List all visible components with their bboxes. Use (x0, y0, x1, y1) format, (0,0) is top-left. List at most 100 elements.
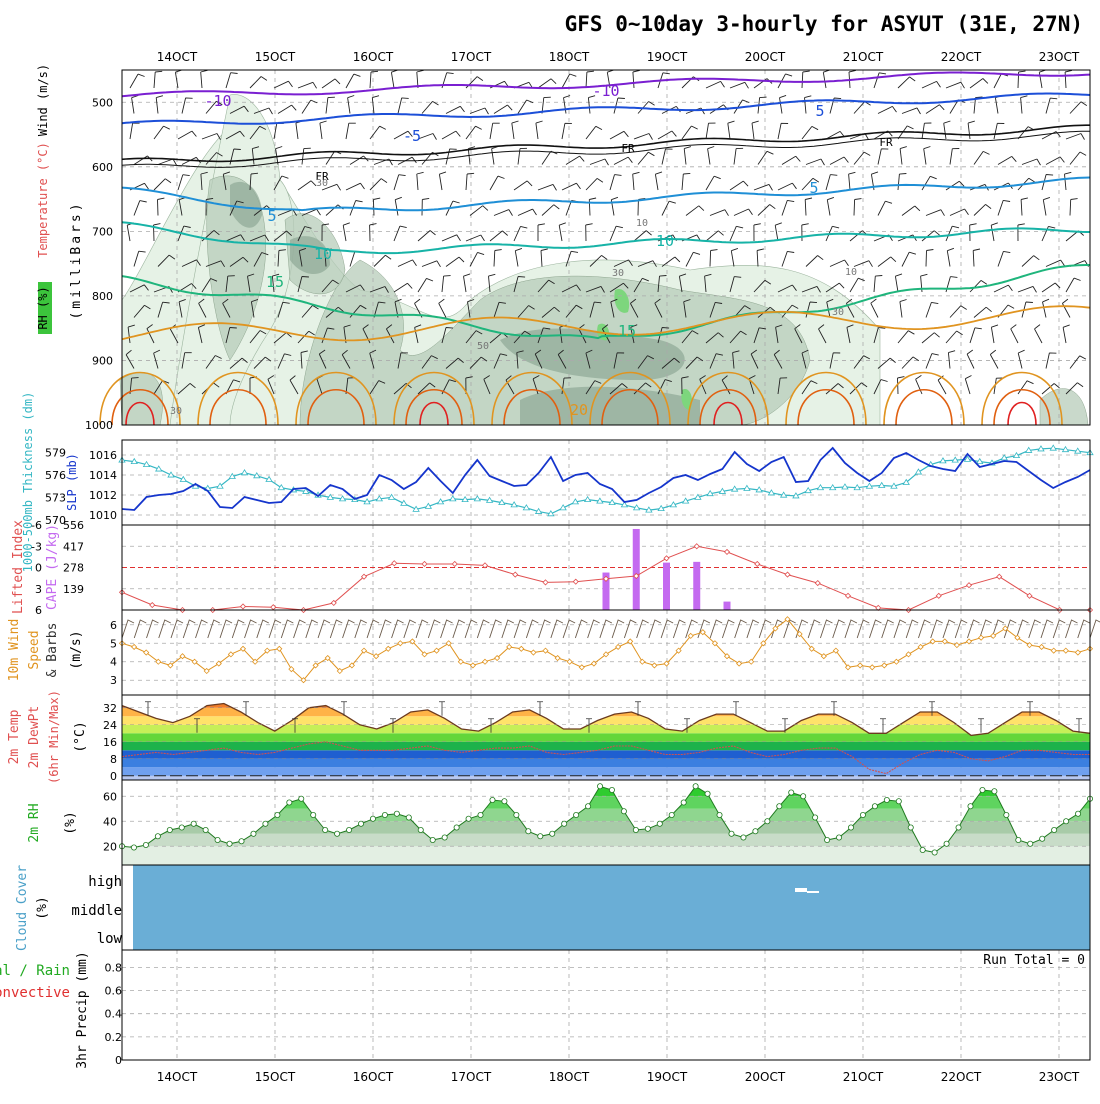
contour-label: 30 (316, 178, 328, 189)
cape-axis-label: CAPE (J/kg) (45, 524, 60, 610)
rh-line-point (801, 794, 806, 799)
x-tick-label-bottom: 21OCT (843, 1070, 884, 1084)
contour-label: FR (879, 136, 893, 149)
rh-line-point (143, 842, 148, 847)
y-tick-label: 1000 (85, 419, 113, 432)
rh-line-point (908, 825, 913, 830)
x-tick-label-top: 20OCT (745, 50, 786, 64)
x-tick-label-top: 21OCT (843, 50, 884, 64)
rh-line-point (1016, 837, 1021, 842)
li-tick-label: -3 (31, 540, 42, 553)
cloud-axis-label: Cloud Cover (15, 865, 30, 951)
wind-tick-label: 4 (110, 656, 117, 669)
wind-tick-label: 5 (110, 637, 117, 650)
cloud-gap (807, 891, 819, 893)
thickness-tick-label: 579 (45, 447, 66, 460)
contour-label: 5 (815, 102, 824, 120)
wind-axis-label: Wind (m/s) (36, 64, 50, 136)
contour-label: -10 (204, 92, 231, 110)
rh-tick-label: 20 (103, 840, 117, 853)
rh-line-point (155, 834, 160, 839)
rh-line-point (884, 797, 889, 802)
contour-label: 10 (636, 218, 648, 229)
wind10-unit-label: (m/s) (69, 630, 84, 669)
cloud-level-label: low (97, 931, 123, 947)
rh-line-point (131, 845, 136, 850)
rh-line-point (466, 816, 471, 821)
rh-line-point (717, 812, 722, 817)
cloud-level-label: middle (71, 903, 122, 919)
precip-tick-label: 0.8 (105, 961, 123, 974)
rh-line-point (454, 825, 459, 830)
rh-line-point (1052, 827, 1057, 832)
contour-label: 20 (570, 401, 588, 419)
cape-bar (633, 529, 640, 610)
rh-line-point (992, 789, 997, 794)
rh-line-point (765, 819, 770, 824)
x-tick-label-top: 23OCT (1039, 50, 1080, 64)
precip-convective-label: Convective (0, 985, 70, 1001)
contour-label: FR (621, 142, 635, 155)
cape-bar (724, 602, 731, 610)
rh-line-point (215, 837, 220, 842)
y-tick-label: 600 (92, 161, 113, 174)
rh-line-point (550, 831, 555, 836)
rh-line-point (358, 821, 363, 826)
rh-line-point (526, 829, 531, 834)
rh-line-point (872, 804, 877, 809)
precip-tick-label: 0.2 (105, 1031, 123, 1044)
rh-line-point (705, 791, 710, 796)
contour-label: 30 (170, 406, 182, 417)
contour-label: 5 (267, 207, 276, 225)
contour-label: 10 (656, 232, 674, 250)
contour-label: 15 (266, 273, 284, 291)
x-tick-label-bottom: 19OCT (647, 1070, 688, 1084)
x-tick-label-bottom: 23OCT (1039, 1070, 1080, 1084)
y-tick-label: 900 (92, 354, 113, 367)
lifted-index-axis-label: Lifted Index (11, 520, 26, 614)
slp-tick-label: 1014 (89, 469, 117, 482)
wind-tick-label: 6 (110, 619, 117, 632)
y-tick-label: 700 (92, 225, 113, 238)
x-tick-label-top: 16OCT (353, 50, 394, 64)
rh-line-point (609, 787, 614, 792)
x-tick-label-top: 19OCT (647, 50, 688, 64)
rh-line-point (824, 837, 829, 842)
cloud-panel (122, 865, 1090, 950)
x-tick-label-bottom: 20OCT (745, 1070, 786, 1084)
run-total-label: Run Total = 0 (983, 953, 1085, 968)
rh-line-point (335, 831, 340, 836)
rh-line-point (932, 850, 937, 855)
x-tick-label-top: 17OCT (451, 50, 492, 64)
rh-line-point (693, 784, 698, 789)
x-tick-label-top: 18OCT (549, 50, 590, 64)
precip-axis-label: 3hr Precip (mm) (75, 951, 90, 1068)
rh-line-point (275, 812, 280, 817)
rh-line-point (657, 821, 662, 826)
temp-band (122, 776, 1090, 780)
cloud-unit-label: (%) (35, 896, 50, 919)
rh-line-point (346, 827, 351, 832)
minmax-axis-label: (6hr Min/Max) (47, 690, 61, 784)
rh-line-point (442, 835, 447, 840)
slp-axis-label: SLP (mb) (65, 453, 79, 511)
rh-line-point (394, 811, 399, 816)
temp-band (122, 759, 1090, 768)
wind10-axis-label: Speed (27, 630, 42, 669)
rh-line-point (406, 815, 411, 820)
rh-line-point (538, 834, 543, 839)
rh-line-point (263, 821, 268, 826)
rh-line-point (1004, 812, 1009, 817)
x-tick-label-bottom: 22OCT (941, 1070, 982, 1084)
rh-line-point (1075, 811, 1080, 816)
slp-tick-label: 1016 (89, 449, 117, 462)
precip-tick-label: 0.4 (105, 1008, 123, 1021)
temperature-axis-label: Temperature (°C) (36, 142, 50, 258)
wind-tick-label: 3 (110, 674, 117, 687)
precip-tick-label: 0 (115, 1054, 122, 1067)
contour-label: 30 (612, 268, 624, 279)
rh-line-point (490, 797, 495, 802)
rh-tick-label: 40 (103, 815, 117, 828)
x-tick-label-bottom: 16OCT (353, 1070, 394, 1084)
